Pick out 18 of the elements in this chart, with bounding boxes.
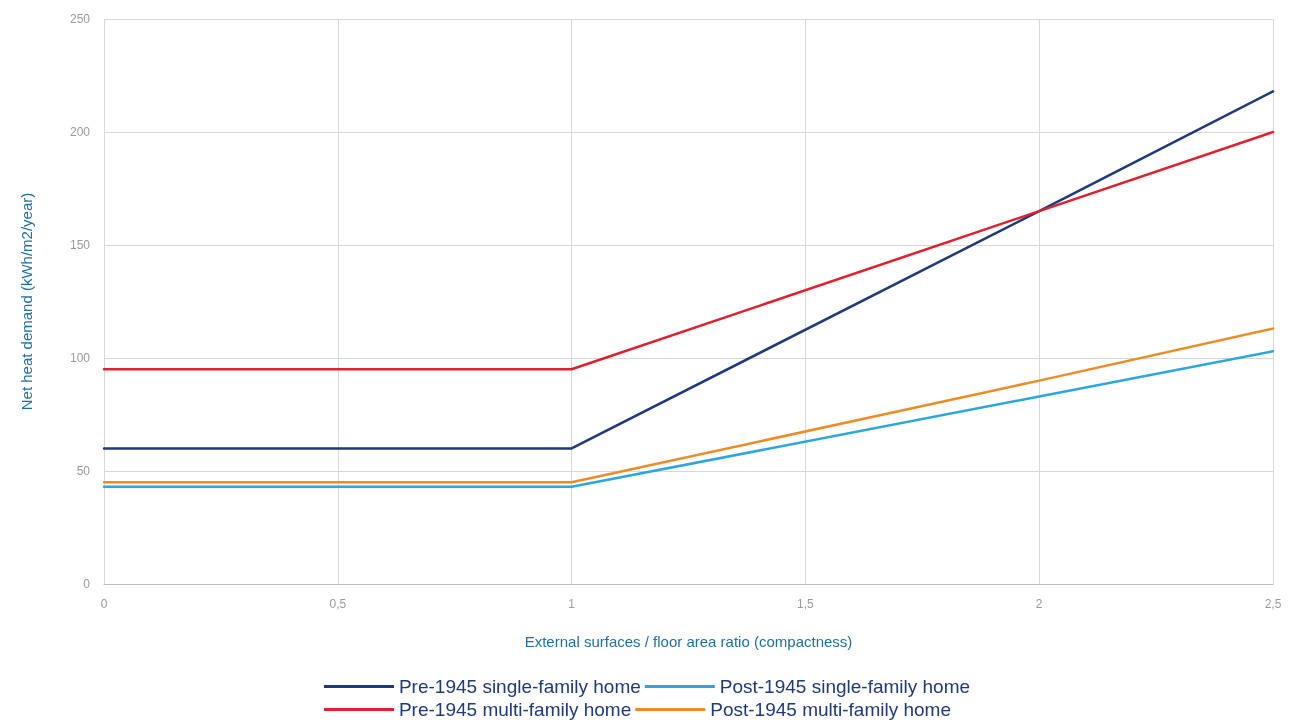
legend-label: Pre-1945 multi-family home <box>398 699 632 720</box>
y-tick-label: 150 <box>69 238 91 252</box>
y-tick-label: 200 <box>69 125 91 139</box>
y-axis-title: Net heat demand (kWh/m2/year) <box>18 192 35 411</box>
legend-label: Post-1945 multi-family home <box>710 699 952 720</box>
y-tick-label: 100 <box>69 351 91 365</box>
legend-label: Post-1945 single-family home <box>719 676 971 697</box>
y-tick-label: 50 <box>76 464 91 478</box>
x-tick-label: 2 <box>1035 597 1043 611</box>
x-tick-label: 0,5 <box>329 597 347 611</box>
x-tick-label: 1 <box>568 597 576 611</box>
legend-label: Pre-1945 single-family home <box>398 676 641 697</box>
y-tick-label: 250 <box>69 12 91 26</box>
x-tick-label: 0 <box>100 597 108 611</box>
y-tick-label: 0 <box>83 577 91 591</box>
x-axis-title: External surfaces / floor area ratio (compactness) <box>524 633 853 650</box>
x-tick-label: 1,5 <box>797 597 815 611</box>
x-tick-label: 2,5 <box>1264 597 1282 611</box>
